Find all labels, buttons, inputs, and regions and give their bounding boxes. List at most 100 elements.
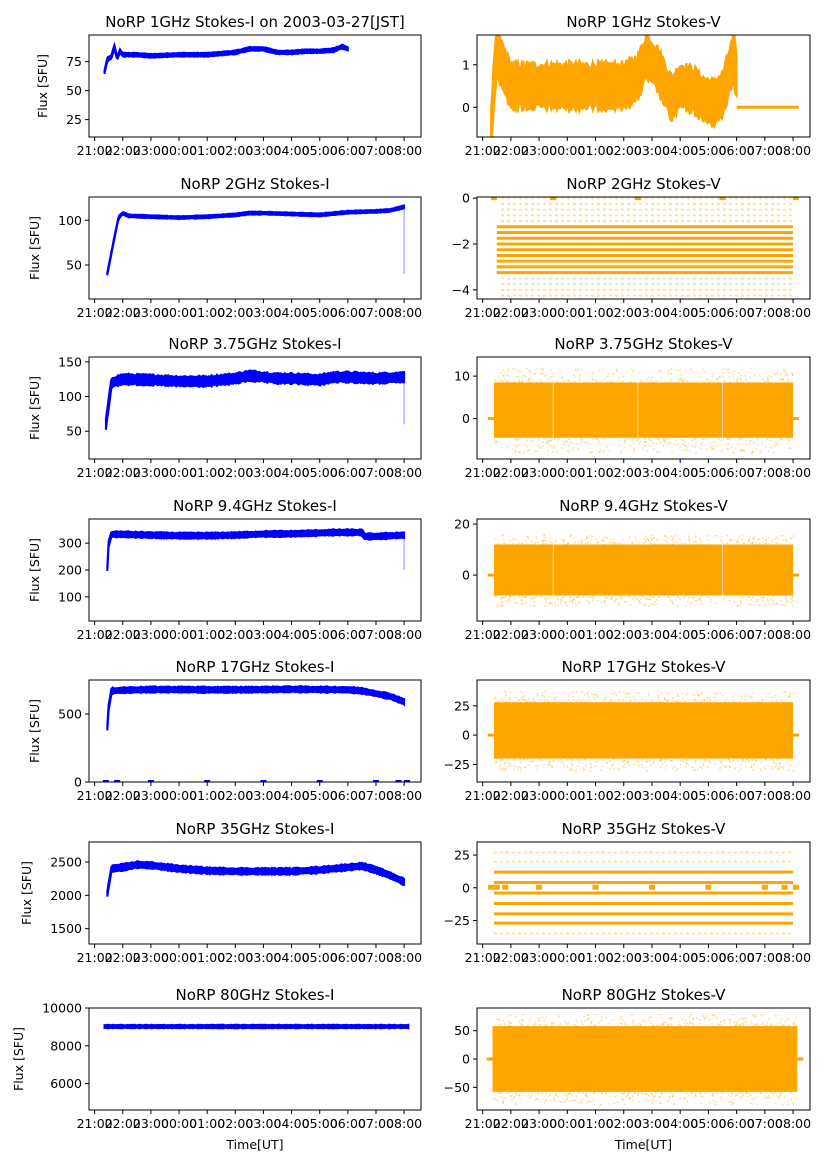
outlier-point — [745, 443, 748, 446]
x-tick-label: 23:00 — [133, 627, 169, 642]
outlier-point — [667, 1017, 670, 1020]
outlier-point — [575, 443, 578, 445]
outlier-point — [731, 373, 734, 376]
x-tick-label: 23:00 — [521, 788, 557, 803]
outlier-point — [716, 445, 718, 447]
outlier-point — [577, 541, 579, 543]
outlier-point — [708, 1102, 711, 1104]
outlier-point — [582, 1092, 584, 1095]
zero-mark — [316, 780, 323, 782]
outlier-point — [579, 378, 582, 380]
y-tick-label: 100 — [58, 589, 82, 604]
outlier-point — [537, 541, 540, 544]
x-tick-label: 02:00 — [606, 465, 642, 480]
outlier-point — [588, 1093, 591, 1096]
outlier-point — [783, 1021, 786, 1024]
outlier-point — [526, 758, 529, 761]
y-tick-label: 50 — [66, 83, 82, 98]
outlier-point — [602, 539, 604, 542]
outlier-point — [739, 449, 741, 452]
outlier-point — [680, 438, 683, 441]
outlier-point — [731, 446, 733, 449]
outlier-point — [635, 760, 638, 763]
outlier-point — [631, 541, 633, 544]
outlier-point — [766, 1097, 768, 1099]
outlier-point — [695, 381, 697, 384]
outlier-point — [786, 1103, 789, 1106]
outlier-point — [632, 695, 635, 698]
outlier-point — [550, 445, 552, 447]
outlier-point — [755, 541, 757, 544]
outlier-point — [632, 1022, 634, 1024]
data-band — [104, 369, 406, 430]
outlier-point — [785, 373, 788, 376]
outlier-point — [672, 603, 674, 605]
outlier-point — [521, 1020, 524, 1022]
outlier-point — [635, 541, 637, 543]
outlier-point — [595, 1025, 597, 1027]
outlier-point — [789, 700, 792, 703]
y-tick-label: 20 — [454, 517, 470, 532]
zero-mark — [592, 884, 599, 890]
zero-mark — [792, 884, 799, 890]
outlier-point — [571, 763, 574, 766]
outlier-point — [544, 1100, 547, 1102]
outlier-point — [677, 596, 680, 599]
outlier-point — [609, 760, 612, 762]
outlier-point — [568, 1025, 570, 1028]
outlier-point — [571, 448, 574, 451]
outlier-point — [527, 698, 530, 701]
outlier-point — [775, 1095, 778, 1097]
outlier-point — [529, 604, 532, 607]
outlier-point — [649, 1022, 652, 1025]
outlier-point — [636, 382, 638, 384]
x-tick-label: 22:00 — [105, 305, 141, 320]
outlier-point — [536, 1025, 539, 1028]
y-tick-label: 0 — [462, 100, 470, 115]
outlier-point — [790, 598, 793, 600]
outlier-point — [644, 603, 646, 605]
outlier-point — [649, 439, 652, 442]
outlier-point — [685, 759, 688, 761]
axes-frame — [88, 356, 422, 460]
zero-mark — [761, 884, 768, 890]
outlier-point — [669, 378, 672, 381]
outlier-point — [499, 1023, 501, 1026]
outlier-point — [783, 368, 785, 371]
y-tick-label: 200 — [58, 563, 82, 578]
plot-area — [490, 197, 799, 297]
outlier-point — [504, 600, 507, 602]
outlier-point — [700, 443, 702, 446]
outlier-point — [664, 697, 666, 699]
outlier-point — [770, 1092, 772, 1094]
outlier-point — [784, 1025, 786, 1027]
outlier-point — [588, 595, 590, 598]
outlier-point — [756, 1104, 758, 1106]
outlier-point — [672, 602, 675, 605]
outlier-point — [579, 374, 581, 376]
y-axis-label: Flux [SFU] — [27, 538, 42, 602]
outlier-point — [760, 1092, 763, 1094]
outlier-point — [739, 1024, 741, 1027]
x-tick-label: 06:00 — [330, 465, 366, 480]
outlier-point — [653, 382, 655, 384]
outlier-point — [702, 764, 705, 767]
outlier-point — [578, 1092, 580, 1094]
outlier-point — [731, 1101, 734, 1104]
outlier-point — [592, 378, 594, 381]
outlier-point — [646, 450, 648, 452]
outlier-point — [566, 440, 569, 443]
outlier-point — [739, 382, 742, 384]
outlier-point — [548, 695, 551, 697]
outlier-point — [707, 697, 709, 699]
outlier-point — [774, 1102, 777, 1104]
outlier-point — [649, 598, 651, 601]
outlier-point — [542, 543, 545, 545]
outlier-point — [660, 759, 662, 762]
outlier-point — [512, 1097, 515, 1099]
outlier-point — [740, 764, 743, 766]
x-tick-label: 08:00 — [386, 143, 422, 158]
outlier-point — [720, 1020, 722, 1023]
outlier-point — [556, 381, 559, 383]
outlier-point — [542, 1016, 544, 1018]
